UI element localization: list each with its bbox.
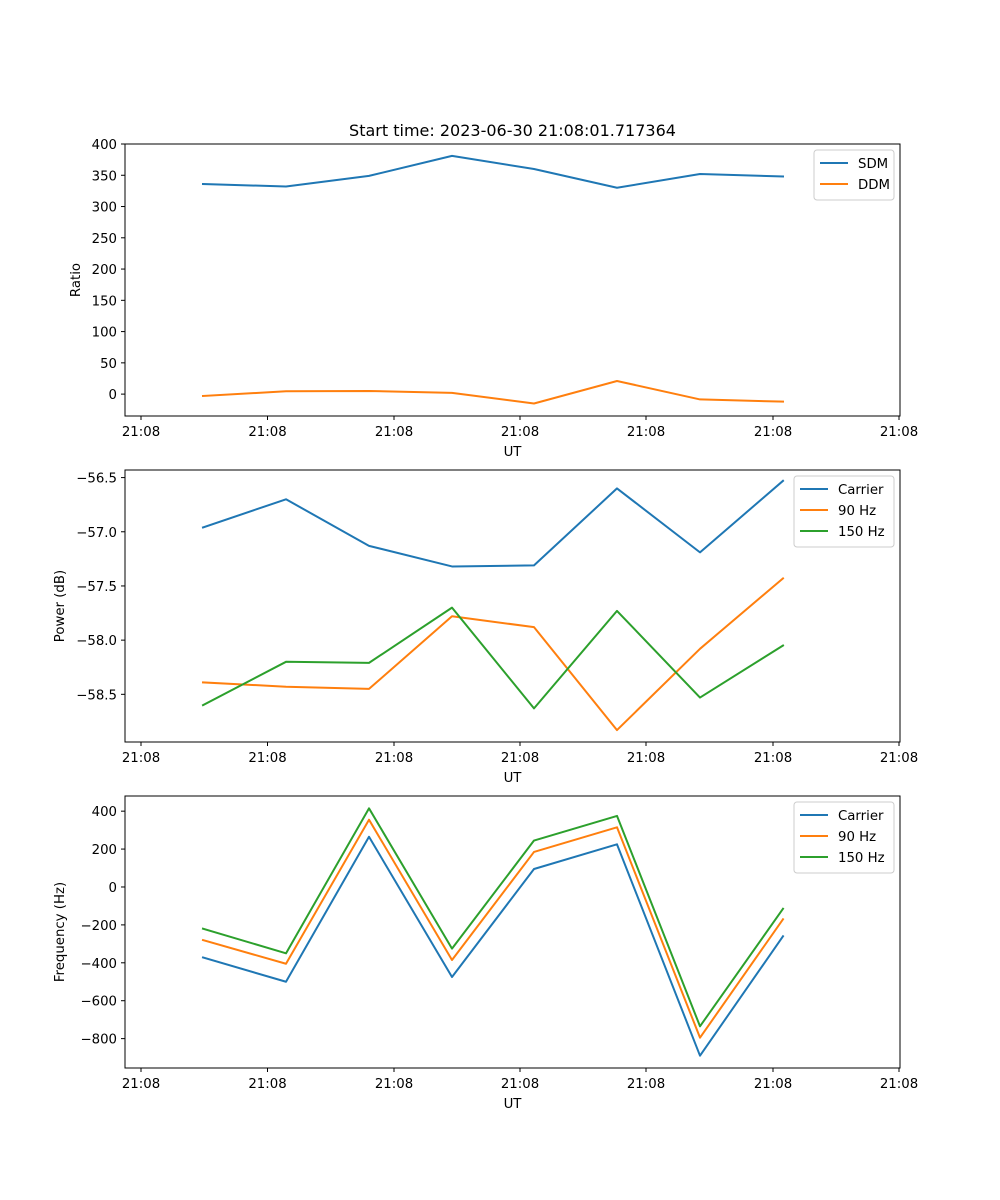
x-tick-label: 21:08 — [754, 425, 792, 440]
legend-label: SDM — [858, 157, 888, 172]
plots: 21:08 21:08 21:08 21:08 21:08 21:08 21:08 0 50 10… — [53, 138, 918, 1112]
y-tick-label: 200 — [92, 263, 117, 278]
y-tick-label: −58.0 — [76, 634, 117, 649]
y-axis-label: Power (dB) — [53, 570, 68, 642]
y-tick-label: 400 — [92, 138, 117, 153]
series-line-90-hz — [201, 576, 785, 732]
x-tick-label: 21:08 — [880, 425, 918, 440]
legend-label: Carrier — [838, 809, 884, 824]
y-tick-label: 400 — [92, 805, 117, 820]
series-line-carrier — [201, 479, 785, 568]
legend-label: Carrier — [838, 483, 884, 498]
legend-label: 150 Hz — [838, 525, 885, 540]
y-tick-label: 150 — [92, 294, 117, 309]
series-line-150-hz — [201, 606, 785, 710]
x-tick-label: 21:08 — [754, 1077, 792, 1092]
y-tick-label: −400 — [80, 957, 117, 972]
x-tick-label: 21:08 — [122, 751, 160, 766]
legend-label: DDM — [858, 178, 890, 193]
x-axis-label: UT — [504, 1097, 523, 1112]
y-tick-label: −57.5 — [76, 580, 117, 595]
chart-panel-2: 21:08 21:08 21:08 21:08 21:08 21:08 21:08 −58.5… — [53, 469, 918, 786]
x-tick-label: 21:08 — [754, 751, 792, 766]
axes-frame — [124, 795, 901, 1069]
legend-label: 90 Hz — [838, 830, 876, 845]
x-tick-label: 21:08 — [880, 751, 918, 766]
x-tick-label: 21:08 — [248, 1077, 286, 1092]
series-line-ddm — [201, 379, 785, 405]
y-tick-label: −58.5 — [76, 688, 117, 703]
y-tick-label: 200 — [92, 843, 117, 858]
y-tick-label: −200 — [80, 919, 117, 934]
x-axis-label: UT — [504, 445, 523, 460]
x-tick-label: 21:08 — [248, 751, 286, 766]
y-tick-label: −600 — [80, 995, 117, 1010]
series-line-carrier — [201, 835, 785, 1057]
chart-panel-3: 21:08 21:08 21:08 21:08 21:08 21:08 21:08 −800 −… — [53, 795, 918, 1112]
x-tick-label: 21:08 — [627, 1077, 665, 1092]
x-tick-label: 21:08 — [501, 1077, 539, 1092]
legend-box — [793, 475, 895, 548]
y-tick-label: 250 — [92, 232, 117, 247]
x-tick-label: 21:08 — [627, 751, 665, 766]
y-tick-label: 100 — [92, 326, 117, 341]
y-tick-label: −800 — [80, 1033, 117, 1048]
legend-label: 150 Hz — [838, 851, 885, 866]
x-tick-label: 21:08 — [627, 425, 665, 440]
x-tick-label: 21:08 — [122, 425, 160, 440]
y-tick-label: 0 — [109, 388, 117, 403]
x-tick-label: 21:08 — [880, 1077, 918, 1092]
y-tick-label: 300 — [92, 201, 117, 216]
legend-box — [793, 801, 895, 874]
y-tick-label: −57.0 — [76, 526, 117, 541]
x-tick-label: 21:08 — [501, 425, 539, 440]
y-tick-label: 0 — [109, 881, 117, 896]
y-axis-label: Ratio — [69, 263, 84, 297]
y-tick-label: −56.5 — [76, 472, 117, 487]
series-line-sdm — [201, 154, 785, 189]
figure-title: Start time: 2023-06-30 21:08:01.717364 — [349, 121, 676, 140]
axes-frame — [124, 469, 901, 743]
x-tick-label: 21:08 — [248, 425, 286, 440]
chart-panel-1: 21:08 21:08 21:08 21:08 21:08 21:08 21:08 0 50 10… — [69, 138, 918, 460]
x-tick-label: 21:08 — [122, 1077, 160, 1092]
series-line-90-hz — [201, 818, 785, 1039]
series-line-150-hz — [201, 807, 785, 1028]
x-tick-label: 21:08 — [501, 751, 539, 766]
y-tick-label: 50 — [100, 357, 117, 372]
x-axis-label: UT — [504, 771, 523, 786]
x-tick-label: 21:08 — [375, 751, 413, 766]
x-tick-label: 21:08 — [375, 1077, 413, 1092]
legend-label: 90 Hz — [838, 504, 876, 519]
axes-frame — [124, 143, 901, 417]
y-axis-label: Frequency (Hz) — [53, 882, 68, 982]
y-tick-label: 350 — [92, 169, 117, 184]
x-tick-label: 21:08 — [375, 425, 413, 440]
